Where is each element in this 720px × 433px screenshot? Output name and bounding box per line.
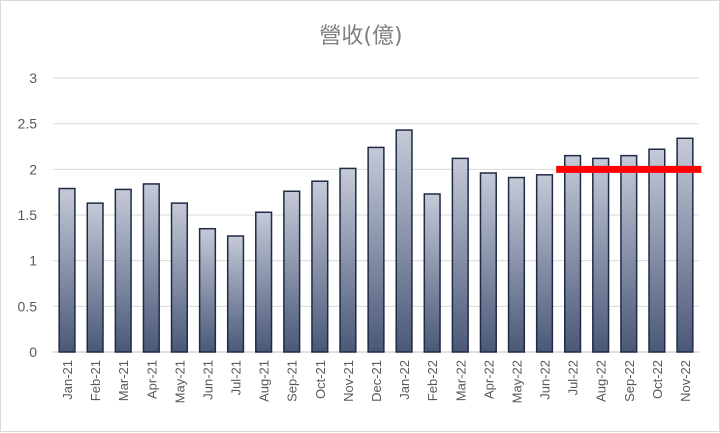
x-tick-label: Oct-21	[313, 360, 328, 399]
bar-jun-22	[535, 174, 554, 353]
x-tick-label: May-22	[509, 360, 524, 403]
bar-nov-22	[676, 137, 694, 353]
y-tick-label: 0.5	[18, 298, 38, 314]
x-tick-label: Oct-22	[650, 360, 665, 399]
bar-sep-21	[283, 190, 301, 353]
x-tick-label: Mar-21	[116, 360, 131, 401]
x-tick-label: Feb-22	[425, 360, 440, 401]
bar-apr-22	[479, 172, 497, 353]
x-tick-label: Jul-22	[566, 360, 581, 395]
x-tick-label: Sep-21	[285, 360, 300, 402]
y-tick-label: 2	[29, 161, 37, 177]
x-tick-label: Nov-22	[678, 360, 693, 402]
x-tick-label: Mar-22	[453, 360, 468, 401]
x-tick-label: Nov-21	[341, 360, 356, 402]
y-tick-label: 3	[29, 70, 37, 86]
bar-nov-21	[339, 167, 357, 353]
x-tick-label: Jan-21	[60, 360, 75, 400]
bar-jun-21	[198, 227, 217, 353]
bar-oct-21	[311, 180, 329, 353]
bar-mar-22	[451, 157, 469, 353]
bar-jan-21	[58, 187, 76, 353]
bar-apr-21	[142, 183, 160, 353]
bar-jul-22	[563, 154, 582, 353]
x-tick-label: Feb-21	[88, 360, 103, 401]
chart-title: 營收(億)	[319, 24, 402, 49]
x-tick-label: Jan-22	[397, 360, 412, 400]
x-tick-label: Aug-22	[594, 360, 609, 402]
y-tick-label: 1.5	[18, 207, 38, 223]
bar-aug-22	[592, 157, 610, 353]
bar-may-22	[507, 176, 526, 353]
bar-mar-21	[114, 188, 132, 353]
x-tick-label: Aug-21	[257, 360, 272, 402]
bar-jan-22	[395, 129, 413, 353]
x-tick-label: Apr-21	[144, 360, 159, 399]
bar-dec-21	[367, 146, 385, 353]
x-tick-label: Sep-22	[622, 360, 637, 402]
bar-sep-22	[620, 154, 638, 353]
bar-feb-22	[423, 193, 441, 353]
x-tick-label: Jul-21	[229, 360, 244, 395]
bar-feb-21	[86, 202, 104, 353]
x-tick-label: Jun-22	[538, 360, 553, 400]
y-tick-label: 2.5	[18, 116, 38, 132]
x-tick-label: Dec-21	[369, 360, 384, 402]
bar-may-21	[170, 202, 189, 353]
bar-jul-21	[226, 235, 245, 353]
y-tick-label: 0	[29, 344, 37, 360]
x-tick-label: Apr-22	[481, 360, 496, 399]
x-tick-label: May-21	[172, 360, 187, 403]
bar-oct-22	[648, 148, 666, 353]
y-tick-label: 1	[29, 253, 37, 269]
bar-aug-21	[255, 211, 273, 353]
x-tick-label: Jun-21	[200, 360, 215, 400]
